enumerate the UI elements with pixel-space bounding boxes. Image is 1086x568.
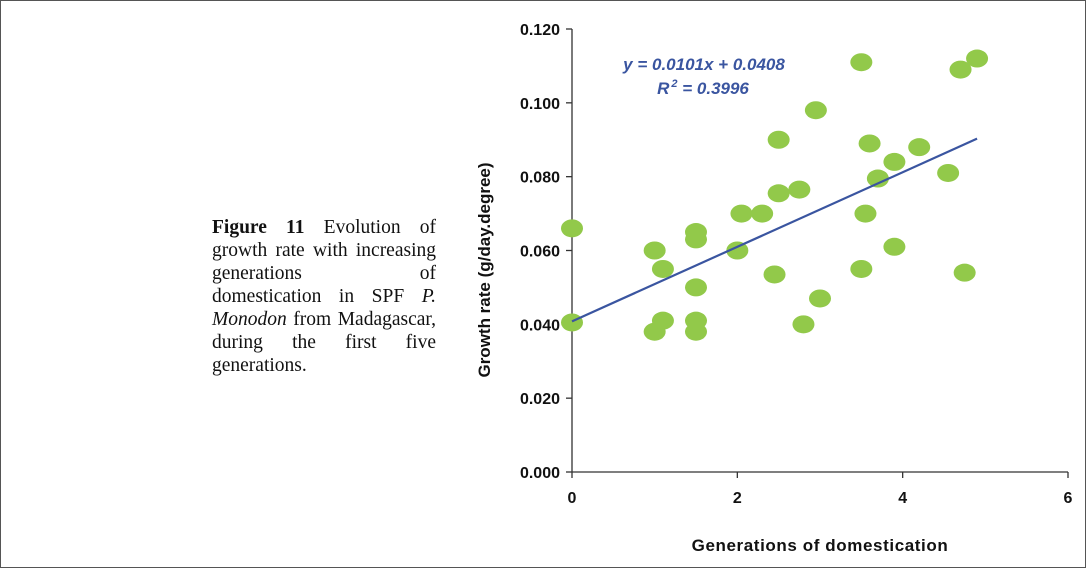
data-point — [685, 322, 707, 341]
data-point — [937, 163, 960, 182]
data-point — [767, 130, 790, 149]
data-point — [643, 241, 666, 260]
data-point — [751, 204, 774, 223]
chart-ticks: 0.000 0.020 0.040 0.060 0.080 0.100 0.120 0 2 4 6 — [520, 22, 1073, 507]
data-point — [883, 152, 906, 171]
y-tick-label: 0.060 — [520, 244, 560, 261]
data-point — [561, 219, 583, 238]
data-point — [767, 184, 790, 203]
caption-text: Evolution of growth rate with increasing… — [212, 217, 436, 307]
data-point — [726, 241, 749, 260]
data-point — [788, 180, 811, 199]
x-axis-label: Generations of domestication — [692, 536, 949, 555]
data-point — [953, 263, 976, 282]
trendline-equation: y = 0.0101x + 0.0408 — [622, 55, 785, 74]
data-point — [651, 311, 674, 330]
data-point — [763, 265, 786, 284]
y-tick-label: 0.080 — [520, 170, 560, 187]
data-point — [685, 230, 707, 249]
data-point — [730, 204, 753, 223]
x-tick-label: 4 — [898, 490, 907, 507]
data-point — [792, 315, 815, 334]
figure-caption: Figure 11 Evolution of growth rate with … — [212, 216, 436, 377]
x-tick-label: 0 — [568, 490, 577, 507]
y-tick-label: 0.100 — [520, 96, 560, 113]
data-point — [850, 53, 873, 72]
y-tick-label: 0.020 — [520, 391, 560, 408]
data-point — [685, 278, 707, 297]
x-tick-label: 6 — [1064, 490, 1073, 507]
y-tick-label: 0.040 — [520, 317, 560, 334]
data-point — [850, 259, 873, 278]
data-point — [949, 60, 972, 79]
x-tick-label: 2 — [733, 490, 742, 507]
y-axis-label: Growth rate (g/day.degree) — [475, 162, 494, 377]
data-point — [854, 204, 877, 223]
species-name: P. Monodon — [212, 286, 436, 330]
y-tick-label: 0.000 — [520, 465, 560, 482]
data-point — [908, 138, 931, 157]
data-points — [561, 49, 989, 341]
y-tick-label: 0.120 — [520, 22, 560, 39]
trendline — [571, 137, 978, 323]
data-point — [883, 237, 906, 256]
data-point — [858, 134, 881, 153]
data-point — [809, 289, 831, 308]
data-point — [651, 259, 674, 278]
figure-label: Figure 11 — [212, 217, 305, 238]
data-point — [866, 169, 889, 188]
trendline-group — [571, 137, 978, 323]
data-point — [804, 101, 827, 120]
data-point — [966, 49, 989, 68]
data-point — [561, 313, 583, 332]
caption-text-end: from Madagascar, during the first five g… — [212, 309, 436, 376]
